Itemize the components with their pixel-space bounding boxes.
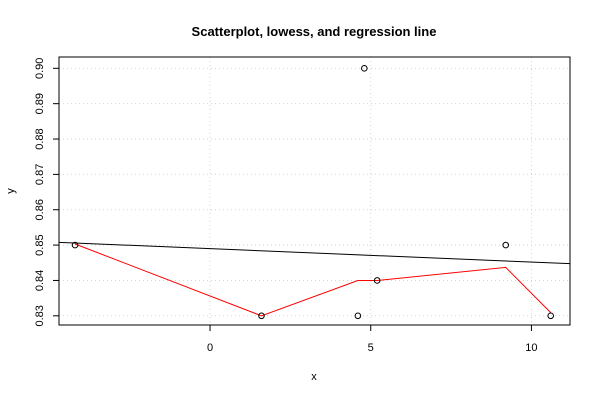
y-tick-label: 0.83 — [34, 305, 46, 326]
y-tick-label: 0.88 — [34, 128, 46, 149]
regression-line-group — [58, 241, 571, 265]
y-tick-label: 0.84 — [34, 270, 46, 291]
y-tick-label: 0.85 — [34, 234, 46, 255]
plot-frame — [58, 56, 571, 326]
y-tick-label: 0.86 — [34, 199, 46, 220]
x-axis-label: x — [311, 371, 317, 383]
axes: 0 5 10 0.83 0.84 0.85 0.86 0.87 0.88 0.89 0.90 — [34, 58, 538, 354]
data-point — [258, 312, 265, 320]
data-point — [373, 277, 381, 284]
grid-lines — [59, 57, 570, 325]
data-point — [71, 241, 79, 249]
lowess-curve — [74, 243, 552, 317]
lowess-curve-group — [74, 243, 552, 317]
data-point — [361, 65, 368, 72]
data-point — [547, 312, 555, 320]
x-tick-label: 5 — [368, 342, 374, 354]
data-point — [502, 241, 510, 249]
y-tick-label: 0.90 — [34, 58, 46, 79]
chart-title: Scatterplot, lowess, and regression line — [192, 24, 437, 39]
y-axis-label: y — [5, 188, 17, 194]
regression-line — [58, 241, 571, 265]
data-point — [354, 312, 362, 320]
x-tick-label: 0 — [207, 342, 213, 354]
data-points — [71, 65, 555, 320]
y-tick-label: 0.87 — [34, 164, 46, 185]
x-tick-label: 10 — [525, 342, 537, 354]
y-tick-label: 0.89 — [34, 93, 46, 114]
